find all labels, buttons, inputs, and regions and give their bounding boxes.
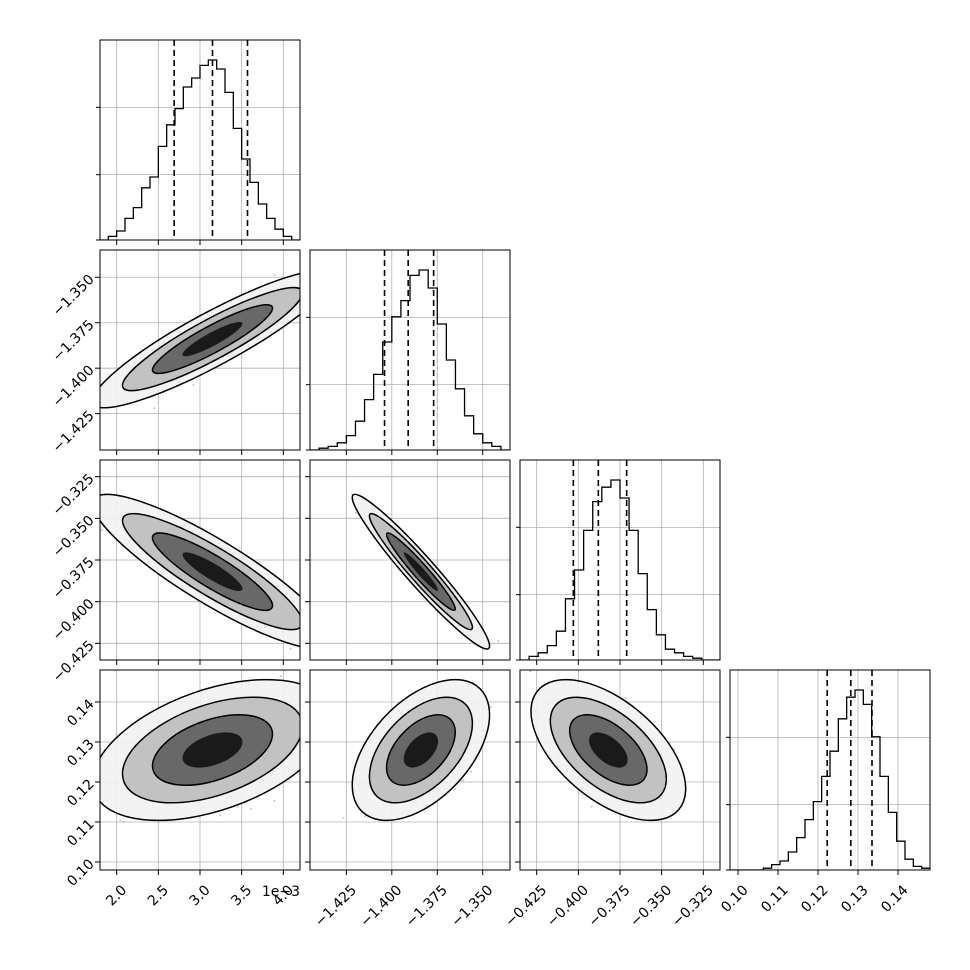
contour-line bbox=[100, 678, 300, 822]
contour-line bbox=[151, 304, 274, 375]
contour-line bbox=[385, 714, 456, 786]
sample-point bbox=[119, 819, 122, 821]
sample-point bbox=[192, 384, 195, 386]
contour-line bbox=[100, 493, 300, 650]
sample-point bbox=[273, 799, 276, 802]
contour-line bbox=[351, 678, 491, 822]
contour-line bbox=[151, 714, 274, 786]
histogram-0 bbox=[100, 59, 300, 240]
histogram-3 bbox=[730, 689, 930, 870]
pair-panel-3-1 bbox=[310, 670, 510, 870]
sample-point bbox=[462, 778, 465, 781]
histogram-2 bbox=[520, 479, 720, 660]
offset-label: 1e−3 bbox=[262, 884, 300, 900]
density-level bbox=[403, 732, 439, 768]
sample-point bbox=[454, 788, 457, 790]
pair-panel-2-1 bbox=[310, 460, 510, 660]
sample-point bbox=[250, 808, 252, 810]
density-level bbox=[182, 732, 243, 768]
density-level bbox=[182, 552, 243, 592]
panel-frame bbox=[309, 249, 511, 451]
contour-line bbox=[151, 532, 274, 612]
sample-point bbox=[624, 697, 627, 699]
hist-panel-1 bbox=[310, 250, 510, 450]
pair-panel-1-0 bbox=[100, 250, 300, 450]
histogram-1 bbox=[310, 269, 510, 450]
contour-line bbox=[121, 286, 300, 392]
sample-point bbox=[100, 528, 103, 531]
sample-point bbox=[342, 816, 345, 819]
contour-line bbox=[100, 269, 300, 409]
sample-point bbox=[273, 274, 276, 276]
sample-point bbox=[219, 814, 222, 817]
sample-point bbox=[364, 815, 366, 818]
panel-frame bbox=[729, 669, 931, 871]
sample-point bbox=[355, 512, 357, 514]
sample-point bbox=[122, 821, 125, 823]
sample-point bbox=[497, 640, 500, 642]
contour-line bbox=[351, 493, 491, 650]
pair-panel-3-2 bbox=[520, 670, 720, 870]
sample-point bbox=[280, 675, 282, 678]
density-level bbox=[182, 321, 243, 357]
contour-line bbox=[121, 512, 300, 631]
sample-point bbox=[289, 648, 292, 650]
hist-panel-0 bbox=[100, 40, 300, 240]
contour-line bbox=[385, 532, 456, 612]
density-level bbox=[403, 552, 439, 592]
contour-line bbox=[368, 512, 474, 631]
sample-point bbox=[461, 780, 463, 782]
panel-frame bbox=[309, 669, 511, 871]
hist-panel-2 bbox=[520, 460, 720, 660]
contour-line bbox=[368, 696, 474, 804]
pair-panel-3-0 bbox=[100, 670, 300, 870]
sample-point bbox=[237, 805, 239, 808]
contour-line bbox=[121, 696, 300, 804]
sample-point bbox=[470, 770, 472, 773]
pair-panel-2-0 bbox=[100, 460, 300, 660]
hist-panel-3 bbox=[730, 670, 930, 870]
sample-point bbox=[490, 706, 492, 709]
sample-point bbox=[153, 407, 156, 410]
